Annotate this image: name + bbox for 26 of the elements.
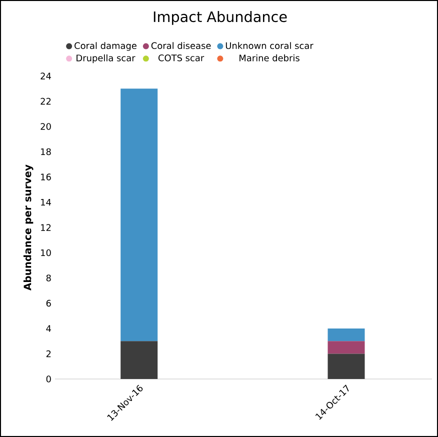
y-tick-label: 24 — [40, 72, 51, 80]
y-tick-label: 4 — [46, 325, 51, 332]
y-tick-label: 20 — [40, 123, 51, 130]
legend-label: Unknown coral scar — [226, 42, 314, 50]
legend-label: Coral disease — [151, 42, 211, 50]
y-tick-label: 12 — [41, 224, 51, 231]
bar — [328, 354, 365, 379]
y-tick-label: 6 — [46, 300, 51, 307]
legend-label: COTS scar — [158, 54, 204, 62]
y-tick-label: 8 — [46, 274, 51, 282]
y-tick-label: 14 — [41, 198, 51, 206]
y-tick-label: 22 — [40, 98, 51, 105]
legend-label: Marine debris — [240, 54, 300, 62]
y-tick-label: 16 — [41, 174, 51, 180]
legend-label: Coral damage — [74, 42, 136, 51]
y-tick-label: 10 — [41, 249, 51, 256]
bar — [328, 328, 365, 342]
y-tick-label: 18 — [41, 148, 51, 156]
y-tick-label: 2 — [46, 350, 51, 358]
y-axis-title: Abundance per survey — [24, 164, 34, 290]
bar — [120, 341, 158, 379]
legend-label: Drupella scar — [76, 54, 136, 64]
chart-title: Impact Abundance — [154, 11, 287, 25]
bar — [120, 88, 158, 342]
bar — [328, 341, 365, 354]
y-tick-label: 0 — [46, 376, 51, 382]
